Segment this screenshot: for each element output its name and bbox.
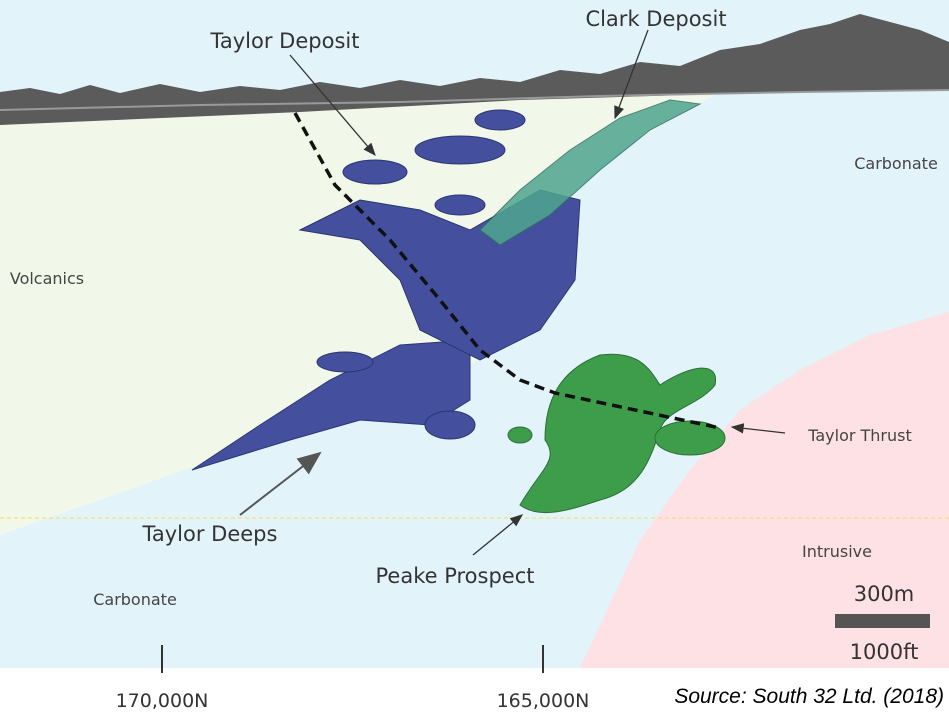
peake-body — [519, 353, 716, 514]
northing-label: 165,000N — [497, 690, 590, 712]
label: Taylor Deeps — [142, 522, 278, 546]
label: Clark Deposit — [585, 7, 726, 31]
northing-label: 170,000N — [116, 690, 209, 712]
ore-lens — [316, 351, 374, 373]
unit-label: Carbonate — [854, 154, 938, 173]
taylor-deeps-body — [191, 339, 471, 471]
arrow — [472, 514, 524, 556]
ore-lens — [654, 420, 726, 456]
peake-orebody — [507, 353, 726, 514]
ore-lens — [507, 426, 533, 444]
clark-orebody — [479, 99, 702, 246]
ore-lens — [424, 410, 476, 440]
source: Source: South 32 Ltd. (2018) — [674, 685, 944, 708]
taylor-orebody — [191, 109, 581, 471]
arrow — [614, 29, 649, 120]
arrow — [730, 423, 786, 434]
unit-label: Volcanics — [10, 269, 84, 288]
scale-label: 1000ft — [850, 640, 919, 664]
clark-body — [479, 99, 702, 246]
label: Taylor Deposit — [210, 29, 360, 53]
ore-lens — [342, 159, 408, 185]
terrain — [0, 14, 949, 125]
ore-lens — [474, 109, 526, 131]
label: Taylor Thrust — [807, 426, 912, 445]
intrusive-unit — [580, 312, 949, 668]
unit-label: Intrusive — [802, 542, 872, 561]
ore-lens — [434, 194, 486, 216]
scale-bar — [835, 614, 930, 628]
arrow — [239, 451, 322, 516]
terrain-edge — [0, 89, 949, 111]
label: Peake Prospect — [376, 564, 535, 588]
unit-label: Carbonate — [93, 590, 177, 609]
ore-lens — [414, 135, 506, 165]
scale-label: 300m — [854, 582, 915, 606]
arrow — [289, 54, 376, 156]
